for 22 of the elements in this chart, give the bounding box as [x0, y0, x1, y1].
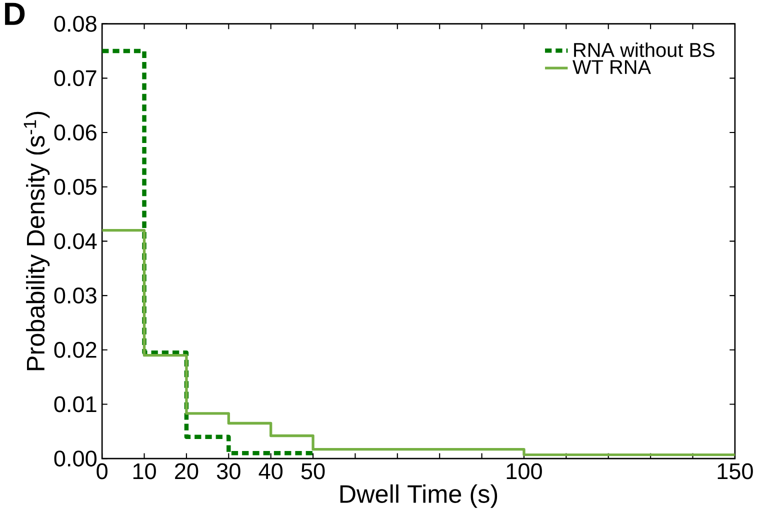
text: D: [5, 3, 25, 25]
y-tick-label: 0.01: [54, 396, 96, 412]
x-tick-label: 0: [96, 463, 108, 480]
x-tick-label: 40: [258, 463, 283, 480]
x-tick-label: 20: [175, 463, 198, 480]
x-tick-label: 100: [506, 463, 542, 480]
x-axis-title: Dwell Time (s): [340, 484, 498, 508]
y-tick-label: 0.07: [54, 70, 96, 86]
legend-label: RNA without BS: [574, 42, 714, 58]
x-tick-label: 150: [718, 463, 753, 480]
y-tick-label: 0.02: [54, 342, 96, 358]
y-tick-label: 0.05: [54, 178, 96, 195]
y-tick-label: 0.03: [54, 288, 96, 304]
x-tick-label: 30: [216, 463, 240, 480]
y-tick-label: 0.08: [54, 16, 96, 32]
y-tick-label: 0.06: [54, 124, 96, 141]
x-tick-label: 10: [133, 463, 156, 480]
y-tick-label: 0.00: [54, 450, 97, 467]
legend-label: WT RNA: [572, 60, 652, 74]
x-tick-label: 50: [301, 463, 325, 480]
y-axis-title: Probability Density (s$^{-1}$): [24, 112, 50, 370]
y-tick-label: 0.04: [54, 233, 97, 250]
